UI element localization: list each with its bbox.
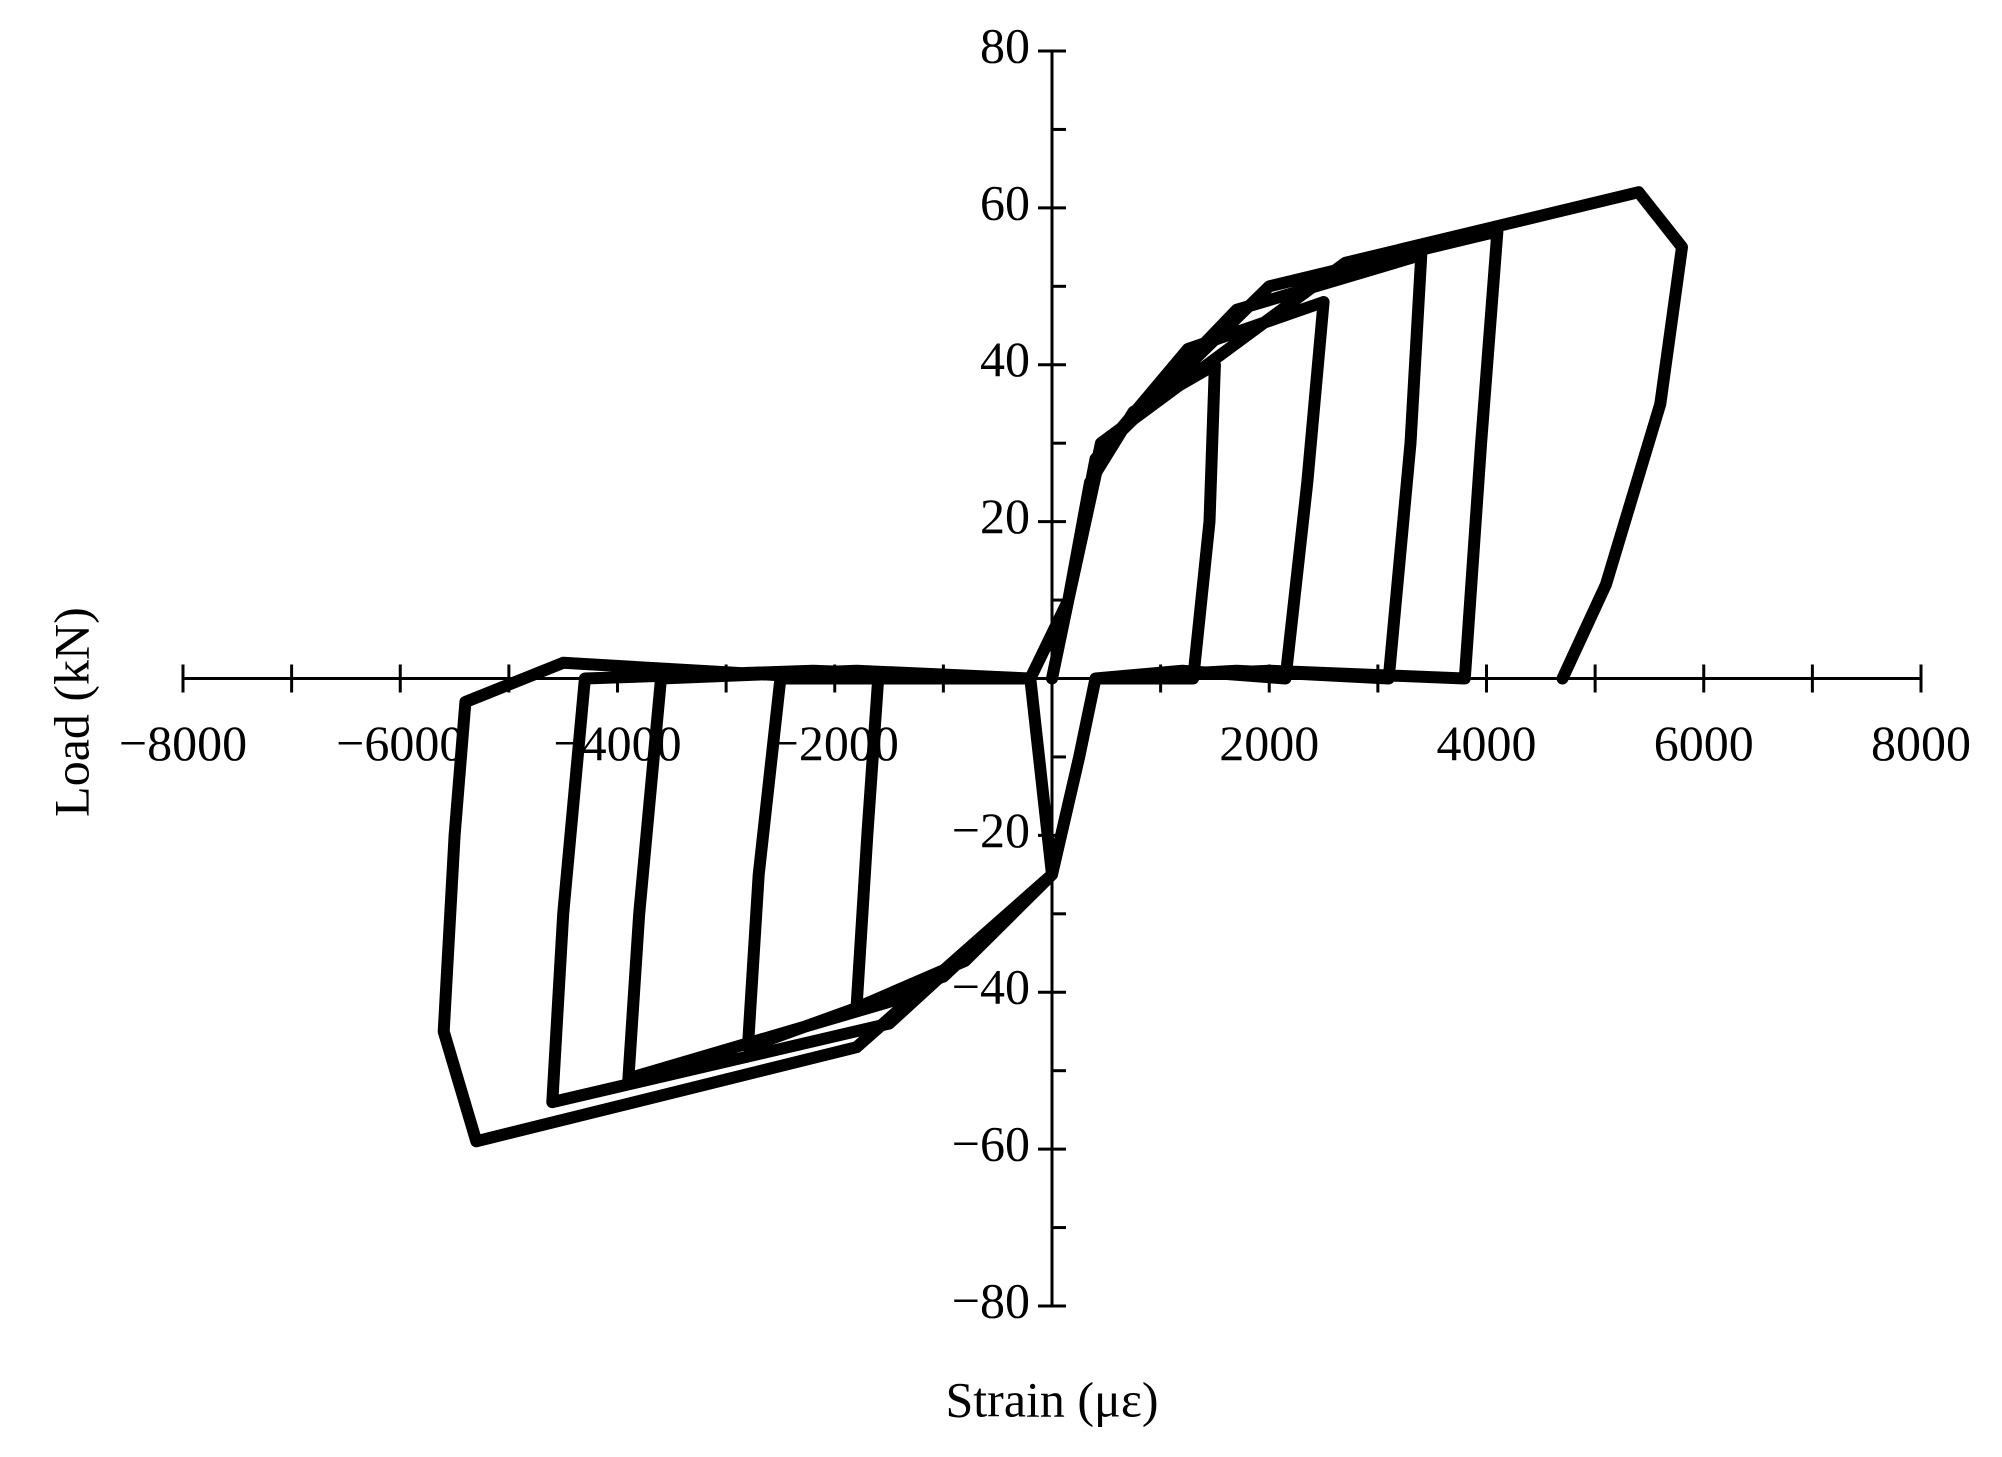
y-tick-label: 60 bbox=[980, 174, 1030, 230]
x-tick-label: 6000 bbox=[1654, 715, 1754, 771]
x-tick-label: 8000 bbox=[1871, 715, 1971, 771]
y-tick-label: −40 bbox=[952, 959, 1030, 1015]
y-tick-label: −20 bbox=[952, 802, 1030, 858]
x-tick-label: 2000 bbox=[1219, 715, 1319, 771]
x-axis-label: Strain (με) bbox=[945, 1371, 1158, 1427]
x-tick-label: 4000 bbox=[1437, 715, 1537, 771]
data-line bbox=[437, 186, 1688, 1148]
y-tick-label: −60 bbox=[952, 1116, 1030, 1172]
x-tick-label: −6000 bbox=[336, 715, 464, 771]
y-axis-label: Load (kN) bbox=[43, 607, 99, 817]
y-tick-label: 80 bbox=[980, 17, 1030, 73]
y-tick-label: 40 bbox=[980, 331, 1030, 387]
x-tick-label: −8000 bbox=[119, 715, 247, 771]
y-tick-label: −80 bbox=[952, 1272, 1030, 1328]
y-tick-label: 20 bbox=[980, 488, 1030, 544]
